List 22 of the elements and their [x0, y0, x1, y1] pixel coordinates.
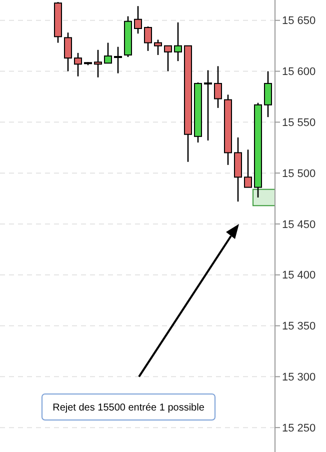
- annotation: Rejet des 15500 entrée 1 possible: [52, 402, 205, 414]
- candlestick: [154, 39, 162, 56]
- y-tick-label: 15 300: [282, 372, 316, 384]
- candlestick: [64, 32, 72, 72]
- candlestick: [134, 5, 142, 34]
- y-tick-label: 15 550: [282, 117, 316, 130]
- candlestick: [144, 26, 152, 52]
- y-tick-label: 15 350: [282, 320, 316, 333]
- y-tick-label: 15 450: [282, 218, 316, 231]
- candlestick: [264, 70, 272, 118]
- candlestick: [104, 42, 112, 64]
- y-tick-label: 15 650: [282, 15, 316, 28]
- candlestick: [174, 22, 182, 62]
- y-tick-label: 15 600: [282, 66, 316, 78]
- y-tick-label: 15 250: [282, 422, 316, 434]
- candlestick: [74, 52, 82, 77]
- y-tick-label: 15 500: [282, 168, 316, 180]
- candlestick: [214, 66, 222, 109]
- candlestick: [244, 149, 252, 188]
- y-tick-label: 15 400: [282, 270, 316, 282]
- candlestick: [164, 45, 172, 72]
- candlestick: [94, 49, 102, 78]
